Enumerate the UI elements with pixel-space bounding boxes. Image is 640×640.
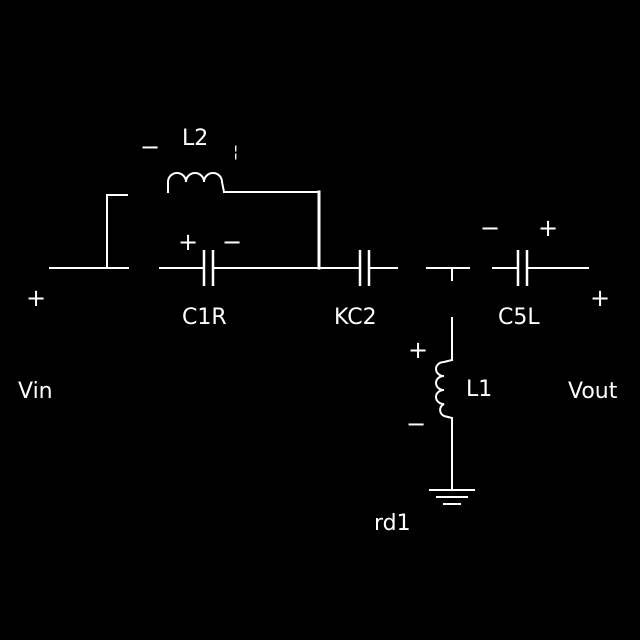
ground-symbol bbox=[429, 489, 475, 505]
c5l-minus-sign: − bbox=[480, 214, 500, 242]
capacitor-c5l bbox=[516, 250, 529, 286]
c1r-minus-sign: − bbox=[222, 228, 242, 256]
vin-plus-sign: + bbox=[26, 284, 46, 312]
inductor-l1 bbox=[435, 358, 454, 420]
inductor-l2 bbox=[167, 172, 226, 194]
label-vin: Vin bbox=[18, 379, 53, 404]
vout-plus-sign: + bbox=[590, 284, 610, 312]
label-l1: L1 bbox=[466, 377, 492, 402]
l1-plus-sign: + bbox=[408, 336, 428, 364]
label-c5l: C5L bbox=[498, 305, 540, 330]
c1r-plus-sign: + bbox=[178, 228, 198, 256]
capacitor-kc2 bbox=[358, 250, 371, 286]
capacitor-c1r bbox=[202, 250, 215, 286]
label-kc2: KC2 bbox=[334, 305, 377, 330]
l2-minus-sign: − bbox=[140, 133, 160, 161]
label-c1r: C1R bbox=[182, 305, 227, 330]
c5l-plus-sign: + bbox=[538, 214, 558, 242]
label-vout: Vout bbox=[568, 379, 618, 404]
label-l2: L2 bbox=[182, 126, 208, 151]
label-ground: rd1 bbox=[374, 511, 411, 536]
l1-minus-sign: − bbox=[406, 410, 426, 438]
l2-right-mark: ¦ bbox=[233, 142, 238, 161]
